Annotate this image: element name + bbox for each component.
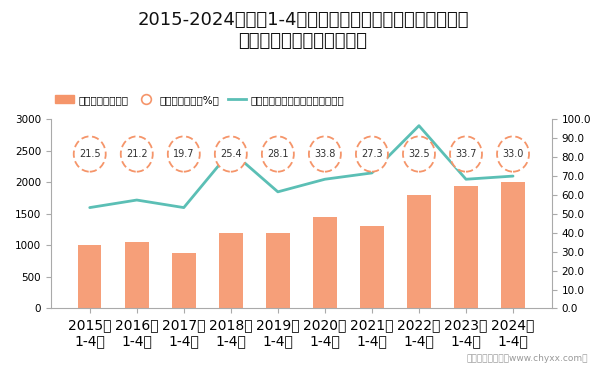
Bar	[172, 253, 196, 308]
Ellipse shape	[262, 137, 294, 172]
Legend: 亏损企业数（个）, 亏损企业占比（%）, 亏损企业亏损总额累计值（亿元）: 亏损企业数（个）, 亏损企业占比（%）, 亏损企业亏损总额累计值（亿元）	[51, 91, 348, 109]
Text: 制图：智研咨询（www.chyxx.com）: 制图：智研咨询（www.chyxx.com）	[467, 354, 588, 363]
Ellipse shape	[450, 137, 482, 172]
Ellipse shape	[309, 137, 341, 172]
Bar	[501, 182, 525, 308]
Text: 25.4: 25.4	[220, 149, 242, 159]
Ellipse shape	[74, 137, 105, 172]
Text: 2015-2024年各年1-4月铁路、船舶、航空航天和其他运输
设备制造业亏损企业统计图: 2015-2024年各年1-4月铁路、船舶、航空航天和其他运输 设备制造业亏损企…	[137, 11, 469, 50]
Text: 33.0: 33.0	[502, 149, 524, 159]
Ellipse shape	[215, 137, 247, 172]
Bar	[313, 217, 337, 308]
Ellipse shape	[356, 137, 388, 172]
Bar	[219, 233, 242, 308]
Text: 19.7: 19.7	[173, 149, 195, 159]
Text: 21.2: 21.2	[126, 149, 148, 159]
Text: 28.1: 28.1	[267, 149, 288, 159]
Text: 33.8: 33.8	[314, 149, 336, 159]
Ellipse shape	[403, 137, 435, 172]
Bar	[360, 226, 384, 308]
Bar	[407, 195, 431, 308]
Text: 21.5: 21.5	[79, 149, 101, 159]
Text: 27.3: 27.3	[361, 149, 383, 159]
Ellipse shape	[497, 137, 529, 172]
Bar	[125, 242, 148, 308]
Text: 33.7: 33.7	[455, 149, 477, 159]
Bar	[78, 246, 101, 308]
Ellipse shape	[168, 137, 200, 172]
Bar	[454, 186, 478, 308]
Bar	[266, 233, 290, 308]
Ellipse shape	[121, 137, 153, 172]
Text: 32.5: 32.5	[408, 149, 430, 159]
